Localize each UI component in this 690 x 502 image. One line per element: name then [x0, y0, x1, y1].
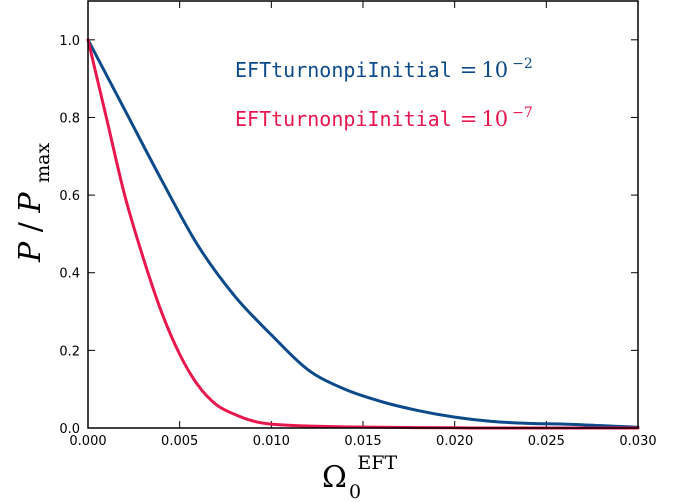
y-axis-label-p: P	[13, 241, 48, 263]
x-tick-label: 0.020	[436, 434, 473, 449]
y-axis-label: P / P max	[13, 143, 54, 263]
y-tick-label: 1.0	[59, 34, 80, 49]
x-tick-label: 0.010	[253, 434, 290, 449]
y-axis-label-sub: max	[32, 143, 54, 183]
x-axis-label-sup: EFT	[357, 452, 397, 474]
series-line-1	[86, 38, 640, 429]
legend-series-1-base: 10	[481, 58, 508, 82]
legend-series-2-base: 10	[481, 107, 508, 131]
x-axis-label: Ω EFT	[322, 452, 397, 495]
x-axis-label-sub: 0	[349, 481, 361, 502]
x-tick-label: 0.005	[161, 434, 198, 449]
x-tick-label: 0.015	[344, 434, 381, 449]
x-tick-label: 0.025	[528, 434, 565, 449]
legend-series-1-exp: −2	[512, 56, 533, 72]
legend-entry-1: EFTturnonpiInitial = 10 −2	[235, 56, 533, 82]
x-tick-label: 0.030	[619, 434, 656, 449]
y-tick-label: 0.8	[59, 111, 80, 126]
x-axis-label-base: Ω	[322, 460, 347, 495]
legend-series-1-name: EFTturnonpiInitial	[235, 58, 452, 82]
y-tick-label: 0.4	[59, 267, 80, 282]
y-tick-label: 0.2	[59, 344, 80, 359]
legend: EFTturnonpiInitial = 10 −2 EFTturnonpiIn…	[235, 56, 533, 131]
x-tick-label: 0.000	[69, 434, 106, 449]
y-axis-label-pmax: P	[13, 192, 48, 214]
legend-series-2-name: EFTturnonpiInitial	[235, 107, 452, 131]
legend-entry-2: EFTturnonpiInitial = 10 −7	[235, 105, 533, 131]
plot-frame	[87, 0, 639, 429]
y-tick-label: 0.0	[59, 422, 80, 437]
ticks: 0.000 0.005 0.010 0.015 0.020 0.025 0.030 0.0 0.…	[59, 1, 657, 449]
legend-series-2-exp: −7	[512, 105, 533, 121]
y-tick-label: 0.6	[59, 189, 80, 204]
y-axis-label-slash: /	[13, 221, 48, 232]
